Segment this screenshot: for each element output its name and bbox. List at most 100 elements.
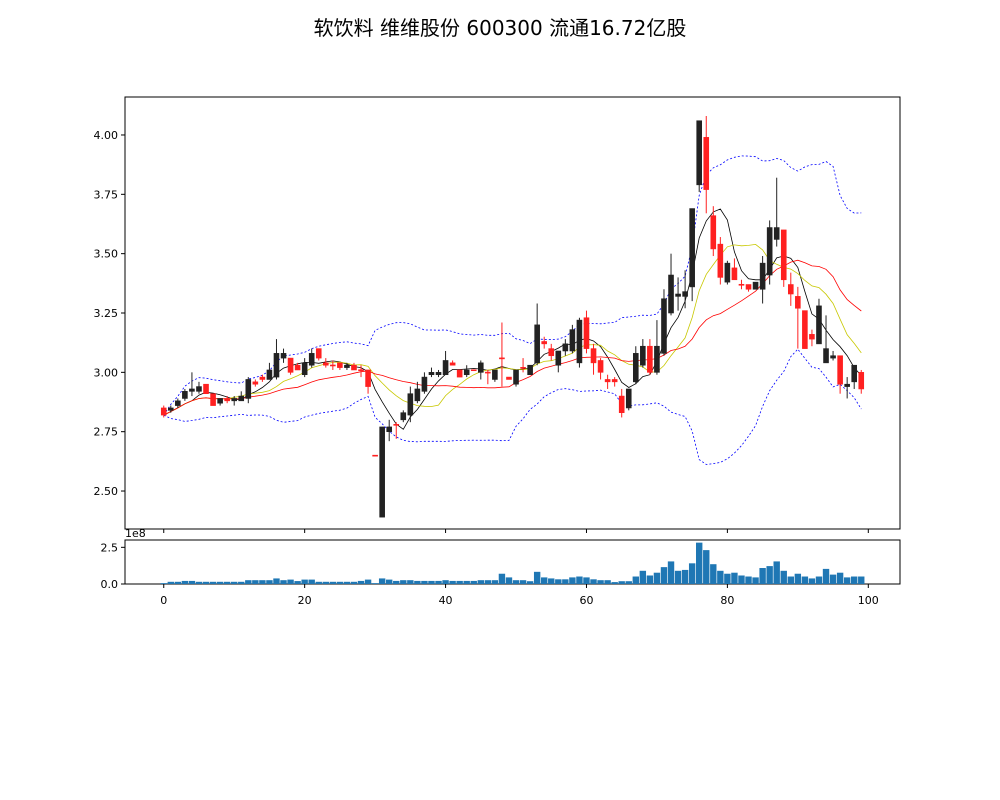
volume-bar-20 [301,579,308,584]
candle-3 [182,388,188,401]
candle-92 [809,329,815,347]
candle-60 [583,310,590,354]
volume-bar-45 [477,580,484,584]
volume-bar-66 [625,581,632,584]
price-ytick-label: 3.75 [94,188,119,201]
candle-body [351,364,357,371]
candle-72 [668,253,674,316]
volume-bar-72 [667,561,675,584]
candle-body [618,395,625,413]
candle-31 [379,426,385,518]
price-ytick-label: 3.25 [94,307,119,320]
candle-79 [717,237,724,285]
candle-56 [555,350,562,373]
candle-body [189,388,195,392]
candle-body [210,393,216,406]
volume-bar-84 [752,577,759,584]
candle-82 [738,279,745,290]
volume-bar-1 [167,581,174,584]
volume-bar-93 [815,576,823,584]
candle-body [738,283,745,286]
candle-body [576,319,583,364]
candle-body [358,369,364,372]
candle-2 [175,398,181,408]
xtick-label: 100 [858,594,879,607]
candle-78 [710,206,717,257]
volume-bar-6 [202,581,210,584]
volume-bar-82 [738,575,745,584]
volume-bar-23 [322,581,329,584]
candle-body [428,372,435,376]
candle-body [449,362,456,366]
candle-body [766,227,773,276]
candle-76 [696,120,703,192]
volume-ytick-label: 0.0 [101,578,119,591]
candle-body [252,381,259,385]
candle-body [520,367,526,369]
volume-bar-55 [548,578,555,584]
candle-95 [830,350,836,361]
candle-body [273,353,280,378]
candle-67 [632,346,639,385]
volume-bar-8 [216,581,224,584]
candle-5 [196,381,202,394]
candle-body [442,360,449,376]
volume-bar-24 [329,581,337,584]
candle-body [569,329,576,352]
candle-37 [421,372,428,394]
xtick-label: 40 [439,594,453,607]
candle-body [414,388,421,402]
volume-bar-36 [414,580,421,584]
volume-bar-10 [231,581,238,584]
xtick-label: 0 [160,594,167,607]
volume-bar-25 [336,581,344,584]
volume-bar-71 [660,567,668,584]
volume-bar-52 [526,581,534,584]
candle-body [421,376,428,392]
candle-21 [308,348,315,368]
candle-body [851,364,858,383]
candle-body [485,371,491,374]
candle-body [506,376,512,380]
volume-bar-16 [273,578,280,584]
candle-body [301,362,308,376]
volume-bar-14 [259,580,266,584]
volume-bar-85 [759,568,766,584]
candle-27 [351,362,357,371]
candle-8 [217,398,223,406]
candle-7 [210,393,216,406]
candle-87 [773,177,780,247]
candle-body [196,386,202,392]
xtick-label: 20 [298,594,312,607]
candle-32 [386,419,393,442]
candle-96 [837,355,843,394]
candle-body [724,262,731,283]
candle-body [661,298,667,354]
candle-body [583,317,590,349]
candle-80 [724,260,731,285]
candle-69 [647,339,653,375]
volume-bar-91 [801,576,809,584]
candle-12 [245,377,252,404]
candle-99 [858,369,865,394]
volume-bar-57 [562,579,569,584]
ma10-line [163,243,862,416]
volume-bar-29 [364,579,372,584]
volume-bar-53 [533,571,541,584]
candle-body [752,281,759,290]
volume-bar-97 [843,577,851,584]
candle-58 [569,324,576,354]
candle-89 [787,272,794,306]
candle-35 [407,386,414,423]
candle-body [379,426,385,518]
candle-77 [703,115,710,214]
xtick-label: 60 [579,594,593,607]
candle-38 [428,367,435,378]
volume-bar-86 [766,566,773,584]
price-ytick-label: 4.00 [94,129,119,142]
candle-52 [527,364,533,376]
candle-body [160,407,167,416]
candle-26 [344,362,350,370]
candle-84 [752,281,759,290]
